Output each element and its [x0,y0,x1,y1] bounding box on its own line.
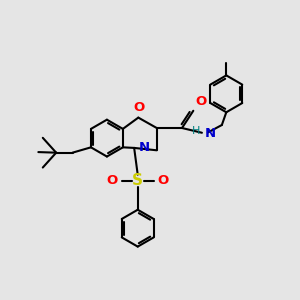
Text: N: N [205,127,216,140]
Text: H: H [191,126,200,136]
Text: O: O [107,174,118,187]
Text: S: S [132,173,143,188]
Text: O: O [157,174,169,187]
Text: O: O [195,95,206,108]
Text: O: O [133,101,145,114]
Text: N: N [139,141,150,154]
